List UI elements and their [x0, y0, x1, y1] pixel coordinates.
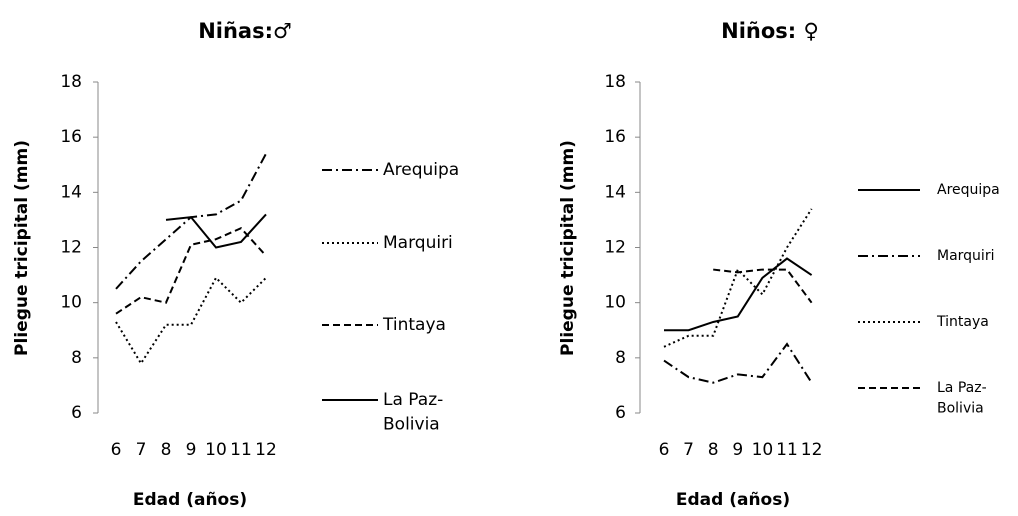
series-line	[165, 213, 267, 249]
y-tick-label: 10	[604, 293, 626, 313]
x-tick-label: 11	[230, 440, 252, 460]
legend-label-line: La Paz-	[937, 380, 987, 396]
x-tick-label: 9	[732, 440, 743, 460]
x-tick-label: 11	[776, 440, 798, 460]
y-tick-label: 6	[615, 403, 626, 423]
legend-label-line: Bolivia	[383, 415, 440, 435]
x-tick-label: 8	[161, 440, 172, 460]
series-line	[115, 276, 267, 366]
y-axis-title: Pliegue tricipital (mm)	[558, 140, 578, 356]
legend-label: La Paz- Bolivia	[937, 380, 987, 416]
legend-label: Arequipa	[383, 160, 459, 180]
y-tick-label: 16	[604, 127, 626, 147]
y-tick-label: 6	[71, 403, 82, 423]
series-line	[663, 208, 813, 348]
y-tick-label: 10	[60, 293, 82, 313]
y-tick-label: 14	[604, 182, 626, 202]
series-line	[663, 342, 813, 384]
x-tick-label: 10	[752, 440, 774, 460]
legend-label: Marquiri	[937, 248, 994, 264]
legend-label-line: La Paz-	[383, 390, 443, 410]
y-tick-label: 8	[71, 348, 82, 368]
x-tick-label: 7	[136, 440, 147, 460]
chart-title: Niños: ♀	[721, 19, 819, 43]
y-tick-label: 18	[604, 72, 626, 92]
y-tick-label: 14	[60, 182, 82, 202]
x-tick-label: 10	[205, 440, 227, 460]
x-tick-label: 12	[255, 440, 277, 460]
x-axis-title: Edad (años)	[133, 490, 247, 510]
legend-label: Tintaya	[936, 314, 989, 330]
y-tick-label: 12	[60, 238, 82, 258]
x-tick-label: 6	[111, 440, 122, 460]
x-axis-title: Edad (años)	[676, 490, 790, 510]
legend-label: Marquiri	[383, 233, 453, 253]
series-line	[115, 226, 267, 315]
y-axis-title: Pliegue tricipital (mm)	[12, 140, 32, 356]
x-tick-label: 6	[659, 440, 670, 460]
x-tick-label: 8	[708, 440, 719, 460]
legend-label: La Paz- Bolivia	[383, 390, 443, 435]
y-tick-label: 18	[60, 72, 82, 92]
series-line	[664, 257, 813, 332]
x-tick-label: 7	[683, 440, 694, 460]
chart-title: Niñas:♂	[198, 19, 292, 43]
x-tick-label: 12	[801, 440, 823, 460]
series-line	[713, 268, 813, 304]
y-tick-label: 8	[615, 348, 626, 368]
y-tick-label: 16	[60, 127, 82, 147]
y-tick-label: 12	[604, 238, 626, 258]
series-line	[115, 153, 267, 290]
legend-label-line: Bolivia	[937, 400, 984, 416]
legend-label: Tintaya	[382, 315, 446, 335]
legend-label: Arequipa	[937, 182, 1000, 198]
x-tick-label: 9	[186, 440, 197, 460]
